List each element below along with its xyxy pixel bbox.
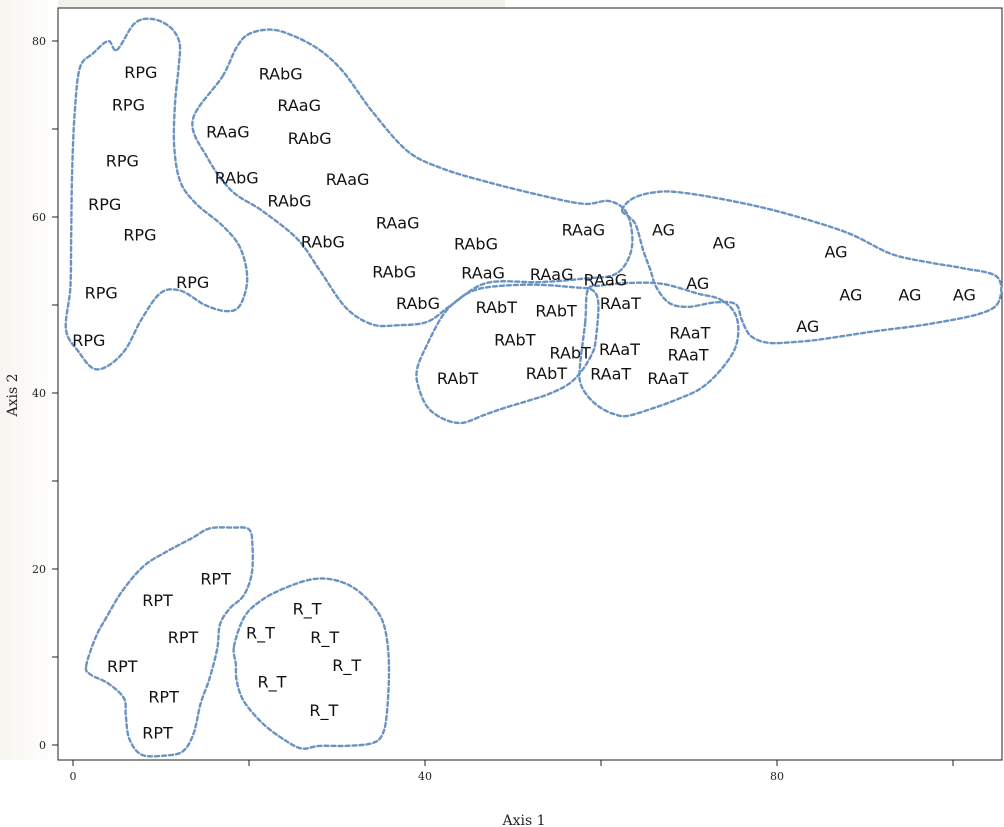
group-outline-r-t <box>232 577 391 750</box>
point-label: RAaG <box>530 265 574 284</box>
x-tick-label: 0 <box>70 770 77 783</box>
x-tick-label: 80 <box>770 770 784 783</box>
y-tick-label: 0 <box>39 739 46 752</box>
point-label: AG <box>796 317 819 336</box>
y-axis-title: Axis 2 <box>5 373 21 417</box>
point-label: RPT <box>168 628 199 647</box>
point-label: AG <box>953 285 976 304</box>
point-label: RPT <box>148 688 179 707</box>
point-label: RAbG <box>396 294 440 313</box>
background-left-fade <box>0 0 58 760</box>
group-outline-raat <box>578 281 740 418</box>
plot-frame <box>57 7 1003 761</box>
point-label: RPT <box>107 657 138 676</box>
point-label: R_T <box>257 673 286 693</box>
group-outline-rabt <box>415 283 600 425</box>
point-label: RAbG <box>301 233 345 252</box>
point-label: RAbG <box>268 191 312 210</box>
point-label: RAaT <box>669 323 710 342</box>
point-label: RAaT <box>647 369 688 388</box>
point-label: RPG <box>123 226 156 245</box>
point-label: RAbT <box>526 364 568 383</box>
point-label: AG <box>824 242 847 261</box>
point-label: RAbT <box>494 330 536 349</box>
point-label: R_T <box>293 600 322 620</box>
point-label: RAaG <box>584 271 628 290</box>
point-label: RAbG <box>454 234 498 253</box>
point-label: R_T <box>332 656 361 676</box>
x-axis-title: Axis 1 <box>501 813 545 827</box>
point-label: R_T <box>309 701 338 721</box>
point-label: RAbG <box>288 129 332 148</box>
point-label: RAbG <box>215 168 259 187</box>
point-label: RPT <box>142 591 173 610</box>
point-label: RAaT <box>590 365 631 384</box>
point-label: RPG <box>106 152 139 171</box>
point-label: RPT <box>200 570 231 589</box>
point-label: RAaG <box>562 220 606 239</box>
point-label: RAbT <box>437 369 479 388</box>
point-label: RAbG <box>259 65 303 84</box>
point-label: RAbT <box>535 301 577 320</box>
group-outline-ag <box>620 190 1003 345</box>
y-axis: 0 20 40 60 80 <box>32 35 58 752</box>
point-label: RPT <box>142 724 173 743</box>
point-label: RPG <box>72 331 105 350</box>
group-outlines <box>64 17 1003 758</box>
point-label: RAaT <box>599 340 640 359</box>
point-label: RAaG <box>376 213 420 232</box>
point-label: RPG <box>176 273 209 292</box>
y-tick-label: 60 <box>32 211 46 224</box>
point-label: R_T <box>246 623 275 643</box>
x-axis: 0 40 80 <box>70 760 954 783</box>
point-label: RAaT <box>600 294 641 313</box>
y-tick-label: 20 <box>32 563 46 576</box>
point-label: RPG <box>85 284 118 303</box>
point-label: RAaG <box>461 263 505 282</box>
point-label: RAaT <box>668 345 709 364</box>
point-label: AG <box>898 285 921 304</box>
point-label: RAbT <box>476 298 518 317</box>
point-label: RPG <box>112 95 145 114</box>
point-label: R_T <box>310 628 339 648</box>
point-label: AG <box>686 274 709 293</box>
point-label: RAbT <box>550 344 592 363</box>
point-label: RAaG <box>206 123 250 142</box>
group-outline-rpt <box>84 526 255 758</box>
point-label: RAaG <box>277 96 321 115</box>
point-label: RAaG <box>326 170 370 189</box>
point-label: RAbG <box>372 263 416 282</box>
y-tick-label: 80 <box>32 35 46 48</box>
group-outline-rag <box>191 28 634 328</box>
point-label: AG <box>839 285 862 304</box>
x-tick-label: 40 <box>418 770 432 783</box>
point-label: RPG <box>88 195 121 214</box>
group-outline-rpg <box>64 17 249 371</box>
point-label: AG <box>713 234 736 253</box>
point-label: AG <box>652 220 675 239</box>
point-label: RPG <box>124 63 157 82</box>
y-tick-label: 40 <box>32 387 46 400</box>
background-strip <box>0 0 505 8</box>
